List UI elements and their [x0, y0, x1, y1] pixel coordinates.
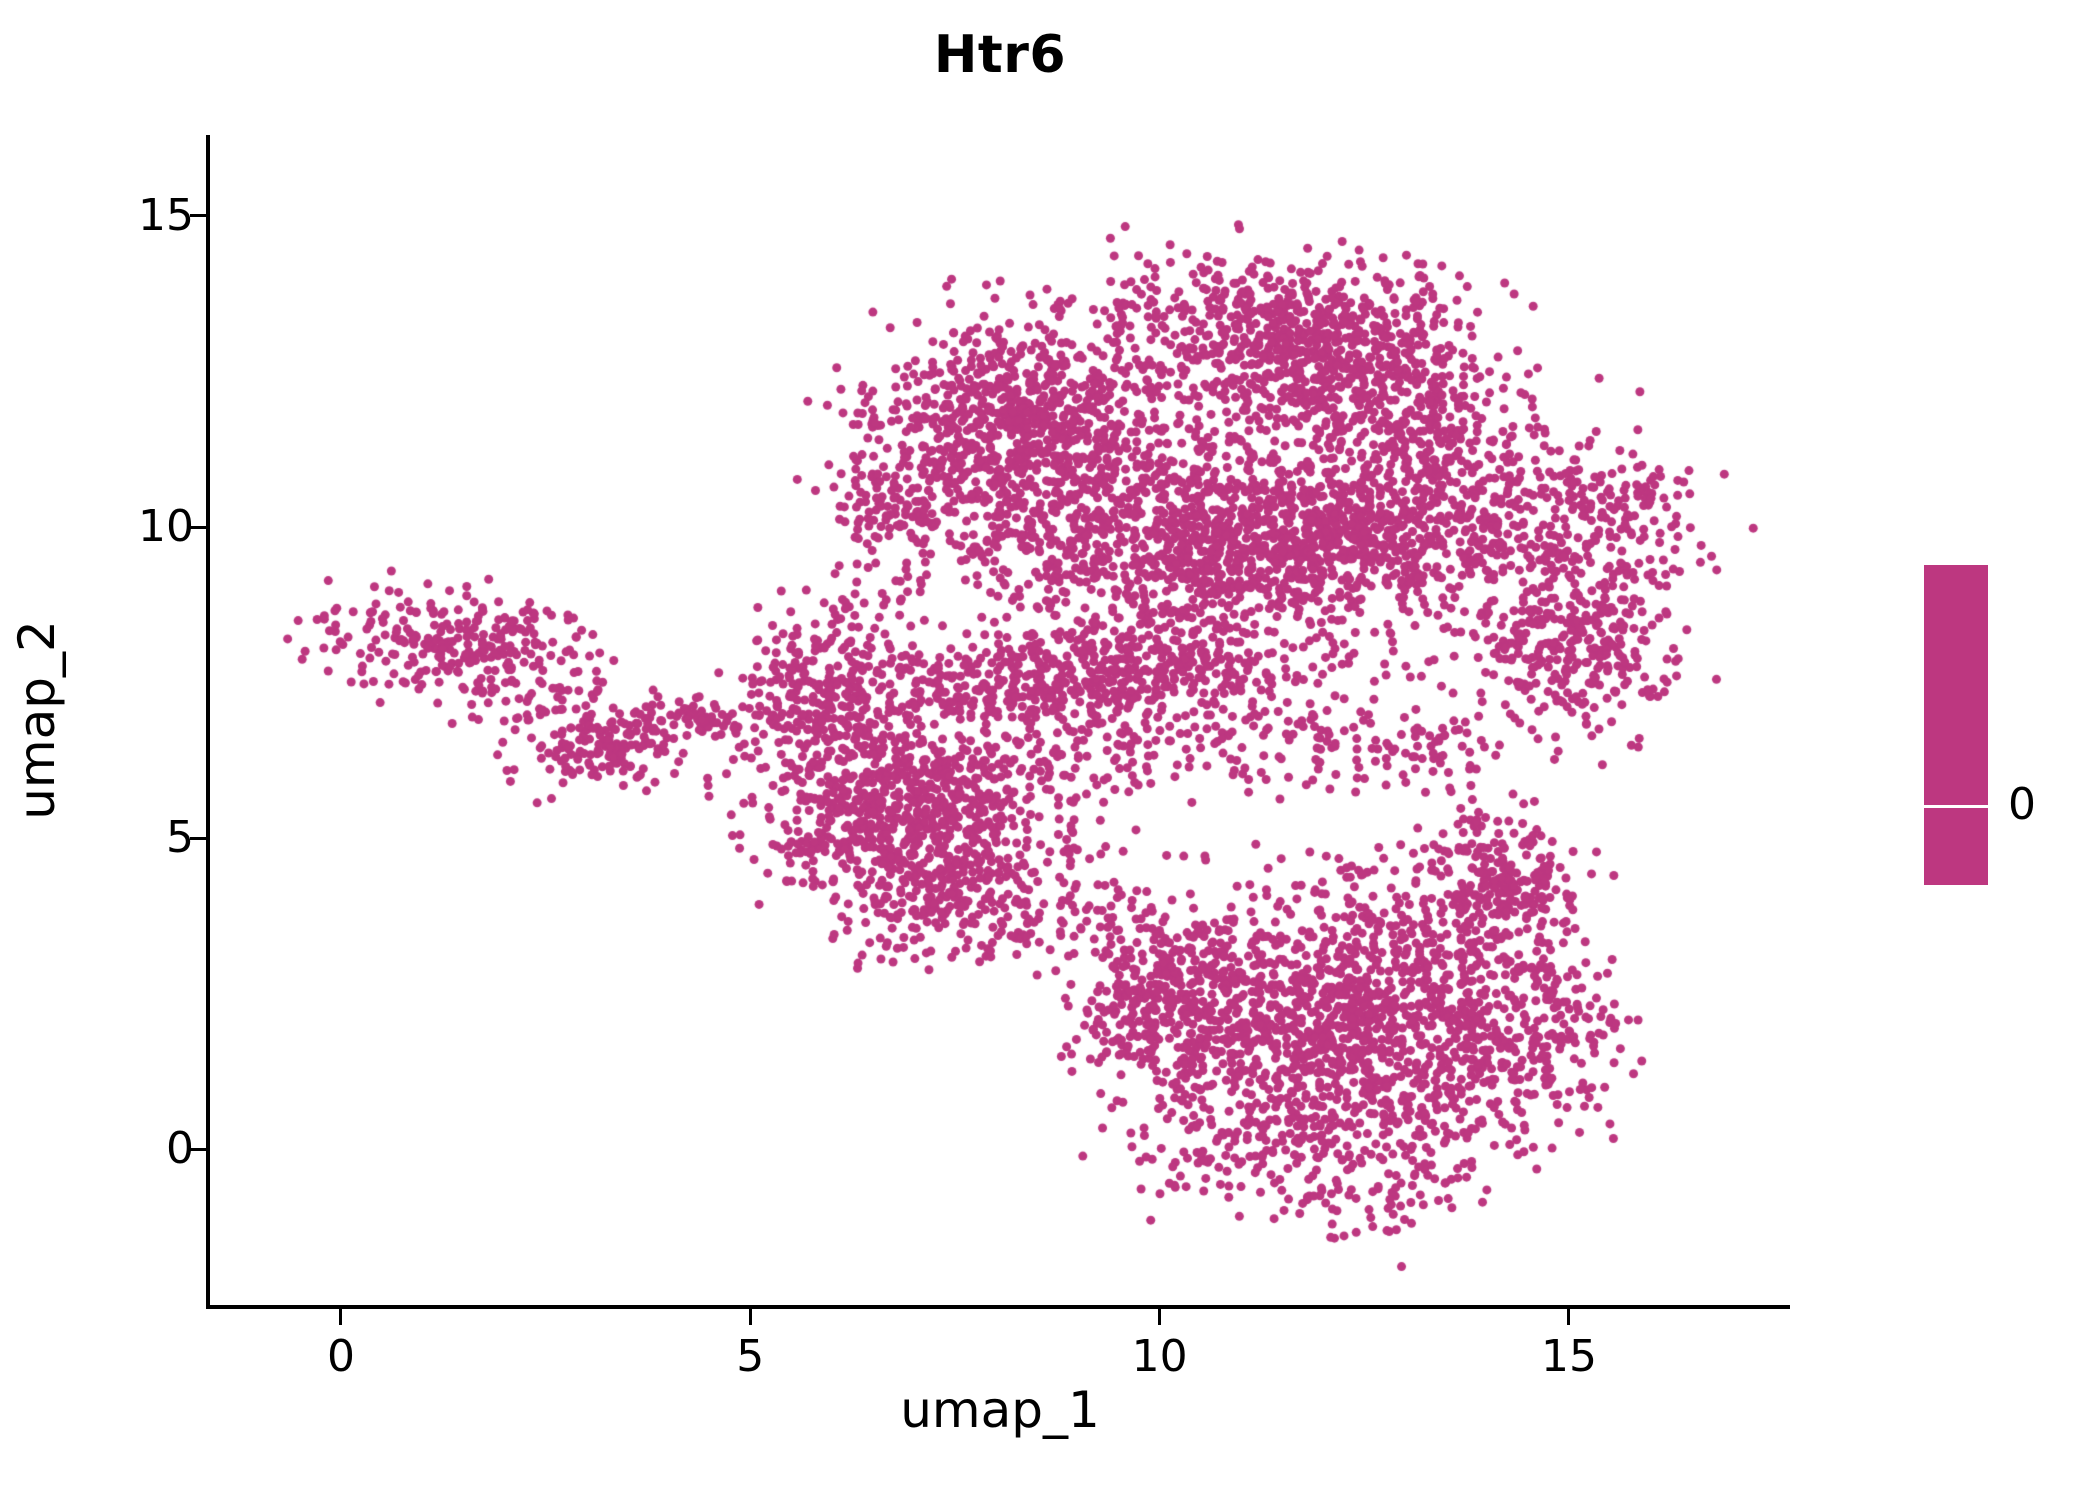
- x-tick-label: 5: [736, 1331, 765, 1382]
- scatter-plot-area[interactable]: [210, 135, 1790, 1305]
- y-tick-label: 0: [166, 1123, 194, 1175]
- x-axis-label: umap_1: [900, 1381, 1100, 1439]
- plot-axes: 0 5 10 15 0 5 10 15: [138, 135, 1790, 1382]
- y-tick-mark: [190, 1147, 206, 1151]
- colorbar-tick-dash-left: [1924, 805, 1937, 808]
- axis-spine-bottom: [206, 1305, 1790, 1309]
- axis-spine-left: [206, 135, 210, 1305]
- y-tick-mark: [190, 836, 206, 840]
- x-tick-label: 10: [1131, 1331, 1188, 1382]
- y-tick-label: 5: [166, 812, 194, 864]
- page-title: Htr6: [933, 25, 1067, 85]
- x-tick-mark: [1158, 1309, 1162, 1325]
- y-tick-mark: [190, 525, 206, 529]
- x-tick-label: 0: [326, 1331, 355, 1382]
- y-tick-label: 15: [138, 189, 194, 241]
- colorbar[interactable]: 0: [1924, 565, 2036, 885]
- colorbar-gradient: [1924, 565, 1988, 885]
- y-tick-label: 10: [138, 501, 194, 553]
- colorbar-tick-label-0: 0: [2008, 779, 2036, 830]
- y-axis-label: umap_2: [8, 620, 66, 820]
- y-tick-mark: [190, 214, 206, 218]
- x-tick-label: 15: [1540, 1331, 1597, 1382]
- colorbar-tick-dash-right: [1975, 805, 1988, 808]
- x-tick-mark: [339, 1309, 343, 1325]
- colorbar-tick-0: [1924, 805, 1988, 808]
- x-tick-mark: [748, 1309, 752, 1325]
- x-tick-mark: [1567, 1309, 1571, 1325]
